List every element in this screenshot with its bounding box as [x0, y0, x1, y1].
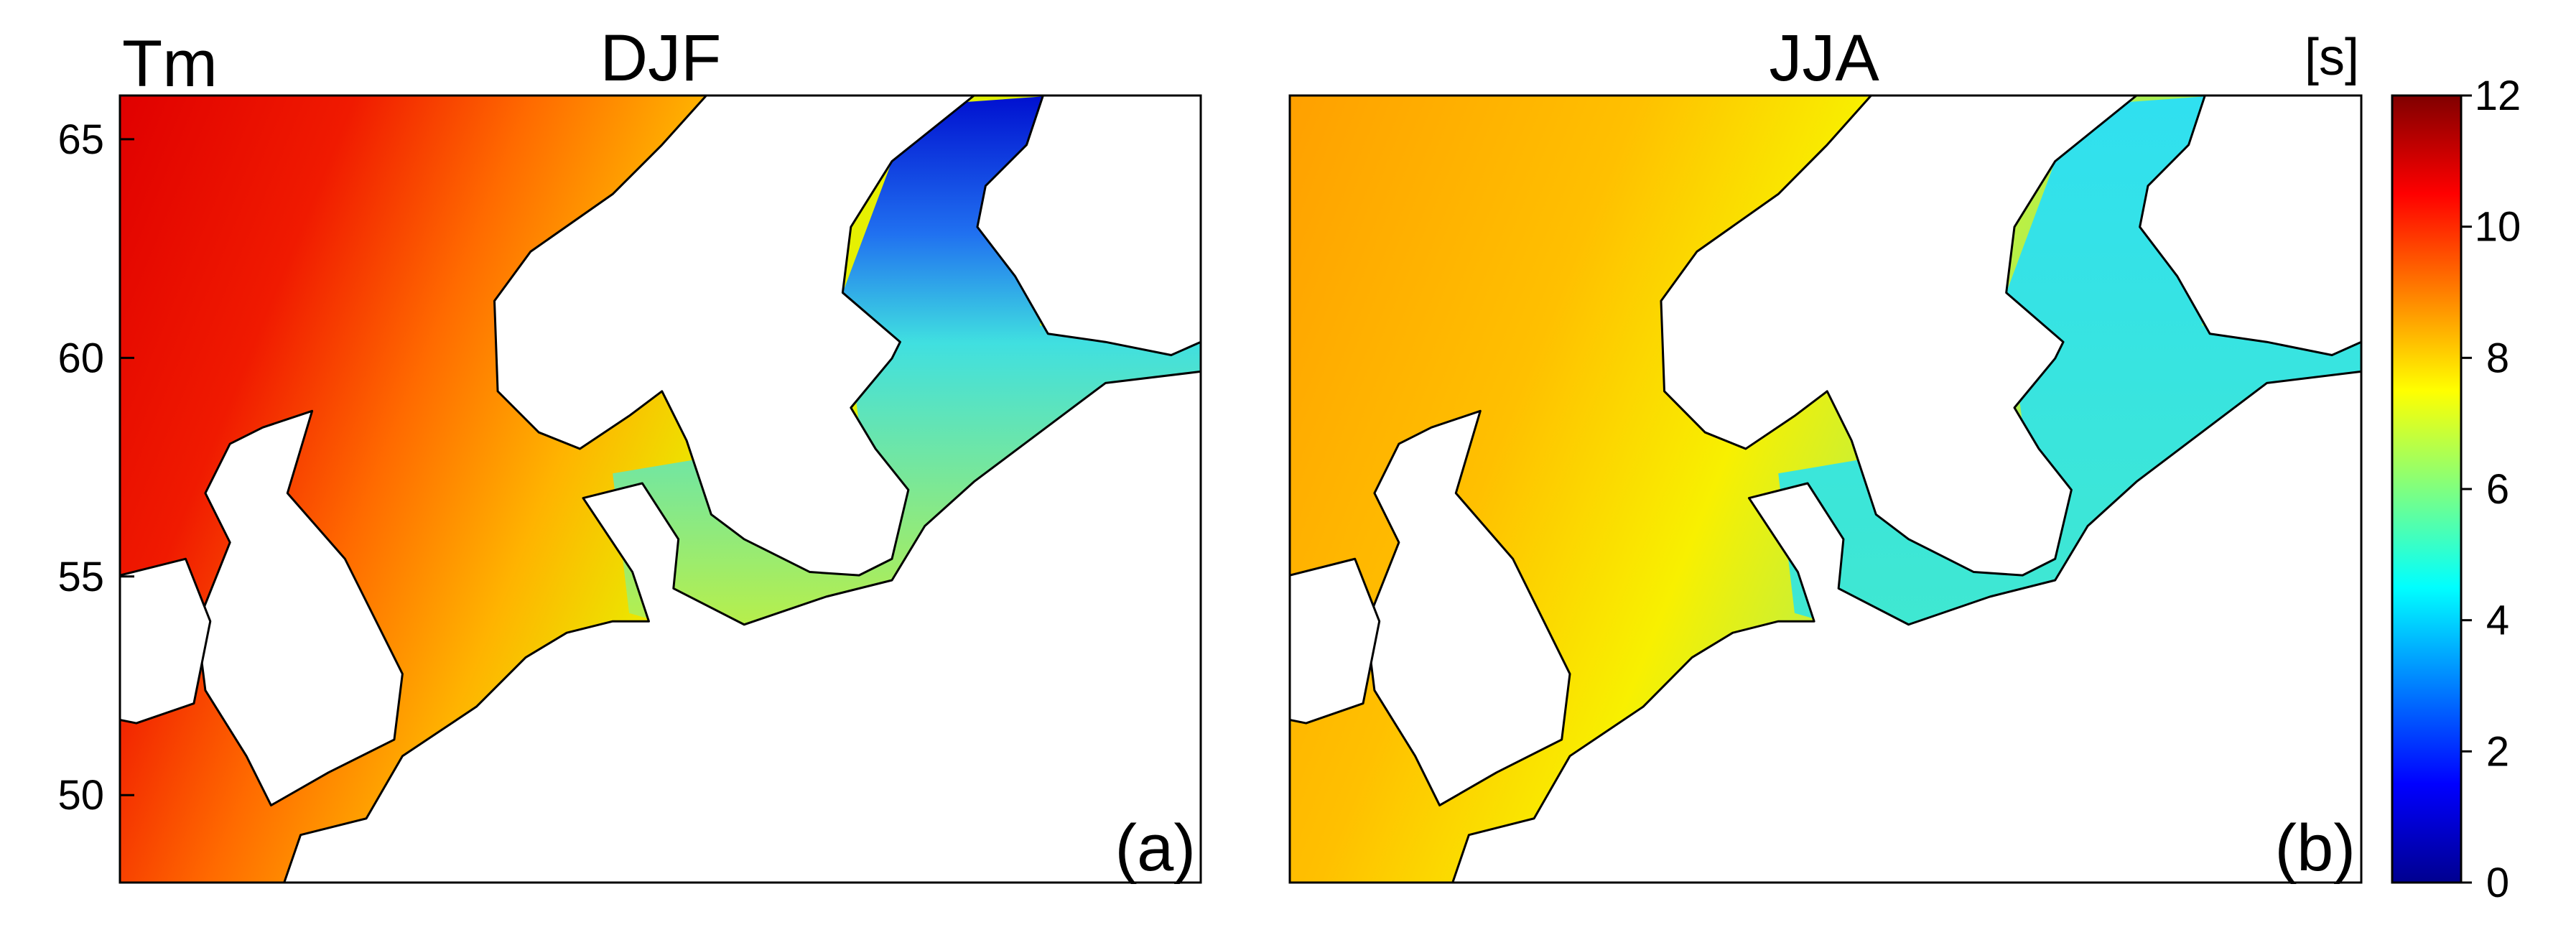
- ticks: 50 55 60 65 0 2 4 6 8 10 12: [57, 73, 2521, 906]
- y-tick-label: 60: [57, 335, 104, 381]
- panel-b: JJA (b): [1288, 22, 2363, 885]
- colorbar-tick-label: 4: [2486, 597, 2509, 644]
- panel-title: DJF: [600, 22, 722, 95]
- variable-label: Tm: [122, 27, 218, 101]
- colorbar-tick-label: 6: [2486, 466, 2509, 513]
- panel-frame: [118, 94, 1202, 884]
- colorbar-tick-label: 2: [2486, 728, 2509, 775]
- colorbar-tick-label: 8: [2486, 335, 2509, 381]
- panel-title: JJA: [1769, 22, 1879, 95]
- colorbar-tick-label: 0: [2486, 860, 2509, 906]
- colorbar-tick-label: 10: [2475, 204, 2521, 251]
- y-tick-label: 65: [57, 116, 104, 163]
- panel-label: (a): [1115, 811, 1196, 885]
- panel-label: (b): [2275, 811, 2356, 885]
- panel-a: DJF (a): [118, 22, 1202, 885]
- colorbar: [2391, 94, 2463, 884]
- colorbar-unit: [s]: [2305, 29, 2359, 86]
- panel-frame: [1288, 94, 2363, 884]
- y-tick-label: 50: [57, 772, 104, 819]
- y-tick-label: 55: [57, 554, 104, 600]
- colorbar-tick-label: 12: [2475, 73, 2521, 119]
